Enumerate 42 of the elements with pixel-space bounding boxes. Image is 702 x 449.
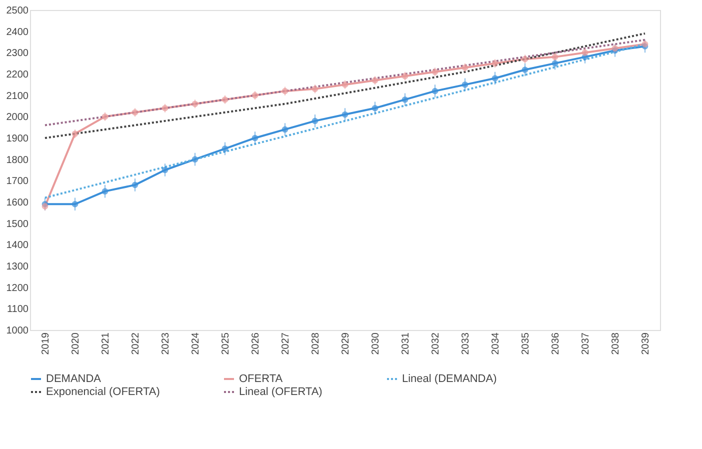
y-tick-label: 2200 [6,70,29,80]
y-tick-label: 1700 [6,176,29,188]
x-tick-label: 2026 [250,332,262,355]
y-tick-label: 2400 [6,26,29,38]
y-tick-label: 1600 [6,198,29,208]
x-tick-label: 2032 [430,332,442,355]
y-tick-label: 1100 [6,304,29,316]
x-tick-label: 2029 [340,332,352,355]
y-tick-label: 2500 [6,6,29,16]
y-tick-label: 1800 [6,154,29,166]
x-tick-label: 2034 [490,332,502,355]
y-tick-label: 1300 [6,262,29,272]
y-tick-label: 2300 [6,48,29,60]
y-tick-label: 1200 [6,282,29,294]
x-tick-label: 2030 [370,332,382,355]
x-tick-label: 2021 [100,332,112,355]
y-tick-label: 2100 [6,90,29,102]
legend-label: DEMANDA [46,373,102,385]
x-tick-label: 2023 [160,332,172,355]
y-tick-label: 1000 [6,326,29,336]
x-tick-label: 2028 [310,332,322,355]
legend-label: Exponencial (OFERTA) [46,386,160,398]
x-tick-label: 2038 [610,332,622,355]
x-tick-label: 2022 [130,332,142,355]
y-tick-label: 1500 [6,218,29,230]
x-tick-label: 2024 [190,332,202,355]
legend-label: OFERTA [239,373,284,385]
y-tick-label: 1900 [6,134,29,144]
x-tick-label: 2037 [580,332,592,355]
x-tick-label: 2027 [280,332,292,355]
x-tick-label: 2031 [400,332,412,355]
x-tick-label: 2039 [640,332,652,355]
x-tick-label: 2025 [220,332,232,355]
legend-label: Lineal (OFERTA) [239,386,322,398]
x-tick-label: 2019 [40,332,52,355]
legend-label: Lineal (DEMANDA) [402,373,497,385]
x-tick-label: 2035 [520,332,532,355]
y-tick-label: 2000 [6,112,29,124]
y-tick-label: 1400 [6,240,29,252]
x-tick-label: 2036 [550,332,562,355]
x-tick-label: 2033 [460,332,472,355]
x-tick-label: 2020 [70,332,82,355]
